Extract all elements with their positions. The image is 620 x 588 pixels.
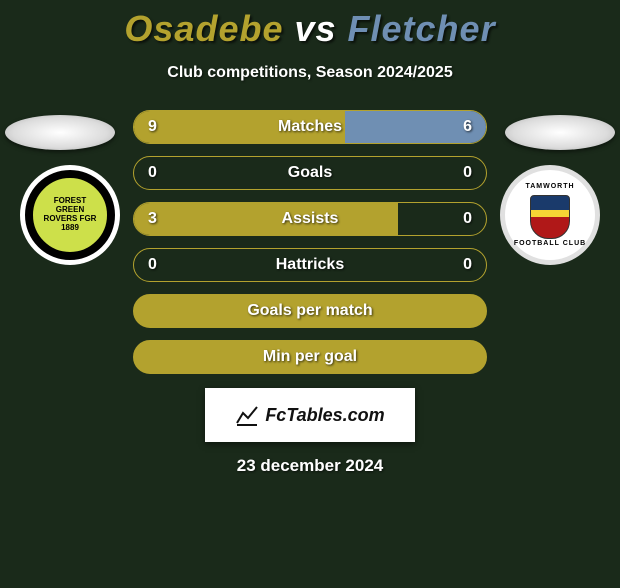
stat-row: Goals per match — [133, 294, 487, 328]
watermark-text: FcTables.com — [265, 405, 384, 426]
comparison-arena: FOREST GREEN ROVERS FGR 1889 TAMWORTH FO… — [0, 110, 620, 374]
crest-inner: TAMWORTH FOOTBALL CLUB — [510, 175, 590, 255]
stat-row: 0 0 Goals — [133, 156, 487, 190]
player1-podium — [5, 115, 115, 150]
date-text: 23 december 2024 — [0, 456, 620, 476]
stat-value-left: 9 — [148, 118, 157, 136]
crest-text-bottom: FOOTBALL CLUB — [514, 240, 586, 247]
page-title: Osadebe vs Fletcher — [0, 8, 620, 50]
stat-value-left: 0 — [148, 164, 157, 182]
stat-value-right: 0 — [463, 256, 472, 274]
stat-value-right: 0 — [463, 164, 472, 182]
stat-row: 9 6 Matches — [133, 110, 487, 144]
shield-icon — [530, 195, 570, 239]
chart-icon — [235, 403, 259, 427]
player1-crest: FOREST GREEN ROVERS FGR 1889 — [20, 165, 120, 265]
stat-label: Goals — [288, 164, 332, 182]
watermark: FcTables.com — [205, 388, 415, 442]
stat-label: Hattricks — [276, 256, 344, 274]
bar-fill-left — [134, 203, 398, 235]
stat-row: 3 0 Assists — [133, 202, 487, 236]
stat-bars: 9 6 Matches 0 0 Goals 3 0 Assists 0 0 Hattricks Goal… — [133, 110, 487, 374]
stat-label: Goals per match — [247, 302, 372, 320]
stat-row: Min per goal — [133, 340, 487, 374]
stat-label: Assists — [282, 210, 339, 228]
crest-text-top: TAMWORTH — [525, 183, 574, 190]
subtitle: Club competitions, Season 2024/2025 — [0, 64, 620, 82]
player2-podium — [505, 115, 615, 150]
stat-value-left: 3 — [148, 210, 157, 228]
stat-label: Matches — [278, 118, 342, 136]
player2-crest: TAMWORTH FOOTBALL CLUB — [500, 165, 600, 265]
stat-row: 0 0 Hattricks — [133, 248, 487, 282]
stat-value-left: 0 — [148, 256, 157, 274]
stat-value-right: 0 — [463, 210, 472, 228]
stat-label: Min per goal — [263, 348, 357, 366]
crest-inner: FOREST GREEN ROVERS FGR 1889 — [30, 175, 110, 255]
stat-value-right: 6 — [463, 118, 472, 136]
